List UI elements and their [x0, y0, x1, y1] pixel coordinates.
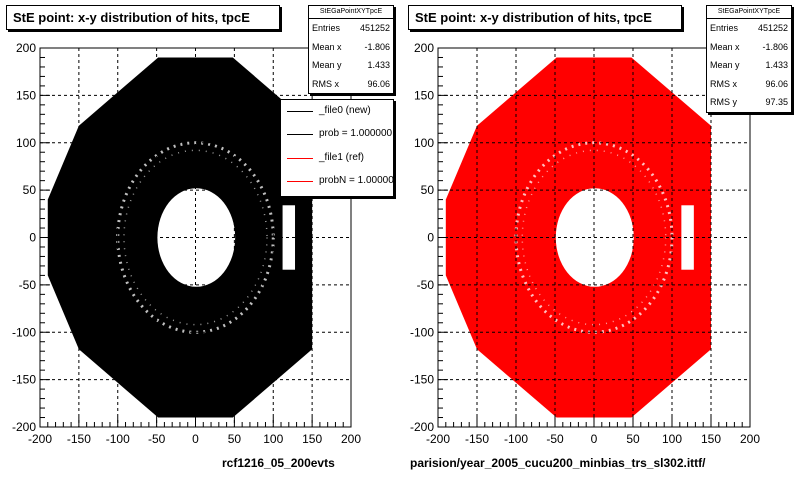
- y-tick-label: 150: [414, 88, 434, 102]
- sparse-ring: [123, 149, 268, 326]
- x-tick-label: 50: [626, 432, 640, 446]
- x-tick-label: 0: [591, 432, 598, 446]
- stats-row: RMS y 97.35: [707, 93, 791, 112]
- stats-label: Entries: [710, 23, 739, 33]
- legend-swatch: [287, 134, 313, 135]
- stats-row: RMS x 96.06: [309, 75, 393, 94]
- legend-label: _file1 (ref): [319, 152, 365, 163]
- y-tick-label: -50: [417, 278, 435, 292]
- legend-swatch: [287, 181, 313, 182]
- stats-value: -1.806: [762, 41, 788, 52]
- x-tick-label: -150: [67, 432, 91, 446]
- x-tick-label: -100: [504, 432, 528, 446]
- legend-entry-prob: prob = 1.000000: [281, 125, 393, 143]
- y-tick-label: -50: [19, 278, 37, 292]
- left-footer: rcf1216_05_200evts: [222, 456, 335, 470]
- x-tick-label: -100: [106, 432, 130, 446]
- sparse-ring: [521, 149, 667, 326]
- stats-row: Entries 451252: [309, 19, 393, 38]
- right-footer: parision/year_2005_cucu200_minbias_trs_s…: [410, 456, 706, 470]
- legend-label: prob = 1.000000: [319, 128, 393, 139]
- x-tick-label: 200: [341, 432, 361, 446]
- y-tick-label: -200: [12, 420, 36, 434]
- y-tick-label: 100: [16, 136, 36, 150]
- y-tick-label: 200: [16, 41, 36, 55]
- y-tick-label: 0: [29, 231, 36, 245]
- right-stats-box: StEGaPointXYTpcE Entries 451252 Mean x -1.…: [706, 5, 792, 113]
- x-tick-label: -200: [28, 432, 52, 446]
- legend-entry-file1: _file1 (ref): [281, 149, 393, 167]
- stats-value: 1.433: [765, 60, 788, 70]
- stats-row: Mean y 1.433: [309, 56, 393, 75]
- stats-row: Mean x -1.806: [707, 38, 791, 57]
- x-tick-label: -50: [546, 432, 564, 446]
- stats-value: 451252: [757, 23, 788, 33]
- y-tick-label: 50: [421, 183, 435, 197]
- right-plot-title: StE point: x-y distribution of hits, tpc…: [408, 5, 682, 30]
- x-tick-label: -200: [426, 432, 450, 446]
- y-tick-label: 0: [427, 231, 434, 245]
- stats-value: 451252: [359, 23, 390, 33]
- right-panel: -200 -150 -100 -50 0 50 100 150 200 -200 -150 -100 -…: [400, 0, 800, 480]
- y-tick-label: -200: [410, 420, 434, 434]
- legend-swatch: [287, 158, 313, 159]
- y-tick-label: 200: [414, 41, 434, 55]
- stats-row: Mean y 1.433: [707, 56, 791, 75]
- legend-label: probN = 1.000000: [319, 175, 394, 186]
- legend-entry-file0: _file0 (new): [281, 102, 393, 120]
- y-tick-label: 50: [23, 183, 37, 197]
- x-tick-label: 150: [302, 432, 322, 446]
- y-tick-label: -150: [12, 373, 36, 387]
- stats-value: -1.806: [364, 41, 390, 52]
- x-tick-label: 0: [192, 432, 199, 446]
- left-stats-name: StEGaPointXYTpcE: [309, 6, 393, 19]
- y-tick-label: -100: [12, 325, 36, 339]
- y-tick-label: 150: [16, 88, 36, 102]
- stats-label: Mean y: [312, 60, 342, 70]
- stats-label: Mean x: [710, 41, 740, 52]
- stats-label: Mean y: [710, 60, 740, 70]
- right-stats-name: StEGaPointXYTpcE: [707, 6, 791, 19]
- right-plot-canvas: -200 -150 -100 -50 0 50 100 150 200 -200 -150 -100 -…: [410, 41, 760, 446]
- stats-label: RMS y: [710, 97, 737, 107]
- x-tick-label: -150: [465, 432, 489, 446]
- stats-value: 97.35: [765, 97, 788, 107]
- stats-value: 96.06: [765, 78, 788, 89]
- stats-label: RMS x: [312, 78, 339, 89]
- x-tick-label: 100: [263, 432, 283, 446]
- stats-value: 1.433: [367, 60, 390, 70]
- stats-label: Mean x: [312, 41, 342, 52]
- legend-label: _file0 (new): [319, 105, 371, 116]
- stats-row: RMS x 96.06: [707, 75, 791, 94]
- stats-value: 96.06: [367, 78, 390, 89]
- sparse-ring: [116, 141, 275, 334]
- stats-row: Entries 451252: [707, 19, 791, 38]
- y-tick-label: 100: [414, 136, 434, 150]
- left-stats-box: StEGaPointXYTpcE Entries 451252 Mean x -1.…: [308, 5, 394, 94]
- y-tick-label: -100: [410, 325, 434, 339]
- x-tick-label: 200: [740, 432, 760, 446]
- x-tick-label: 150: [701, 432, 721, 446]
- left-plot-title: StE point: x-y distribution of hits, tpc…: [6, 5, 280, 30]
- y-tick-label: -150: [410, 373, 434, 387]
- sector-gap: [681, 205, 694, 270]
- stats-label: RMS x: [710, 78, 737, 89]
- legend-swatch: [287, 111, 313, 112]
- left-panel: -200 -150 -100 -50 0 50 100 150 200 -200 -150 -100 -…: [6, 5, 394, 470]
- x-tick-label: -50: [148, 432, 166, 446]
- x-tick-label: 100: [662, 432, 682, 446]
- stats-row: Mean x -1.806: [309, 38, 393, 57]
- legend: _file0 (new) prob = 1.000000 _file1 (ref…: [280, 99, 394, 197]
- x-tick-label: 50: [228, 432, 242, 446]
- legend-entry-probn: probN = 1.000000: [281, 172, 393, 190]
- stats-label: Entries: [312, 23, 341, 33]
